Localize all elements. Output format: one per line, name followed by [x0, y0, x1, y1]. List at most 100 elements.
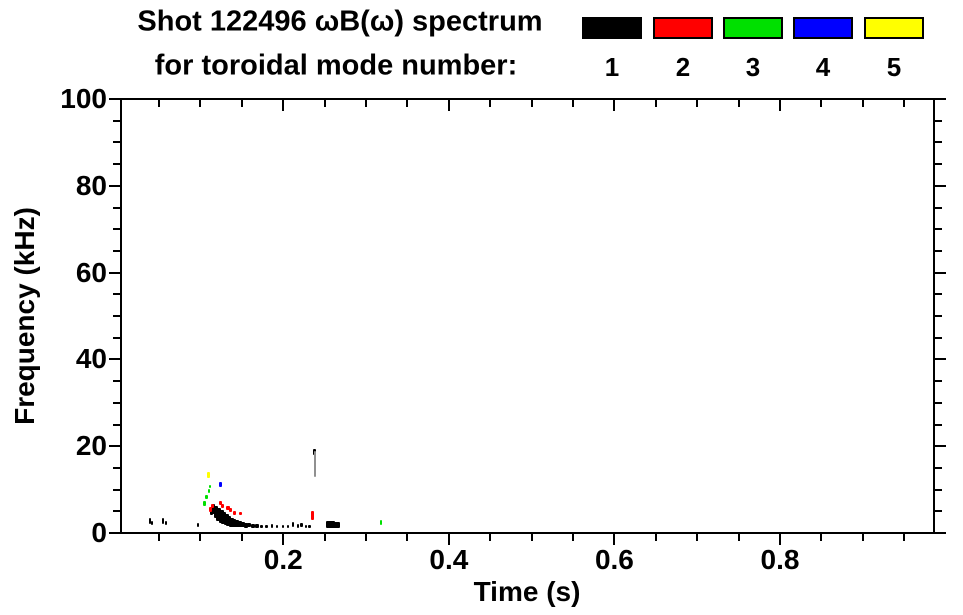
legend-mode-label: 2 — [675, 52, 691, 82]
y-axis-right-minor-tick — [935, 249, 942, 252]
plot-area — [120, 98, 935, 534]
y-axis-minor-tick — [113, 488, 120, 491]
y-axis-right-minor-tick — [935, 466, 942, 469]
x-axis-top-minor-tick — [406, 100, 409, 107]
y-tick-label: 100 — [60, 83, 107, 114]
y-axis-right-minor-tick — [935, 336, 942, 339]
y-axis-minor-tick — [113, 119, 120, 122]
data-mark — [203, 500, 207, 506]
data-mark — [221, 504, 225, 509]
data-mark — [310, 511, 314, 521]
x-axis-top-minor-tick — [530, 100, 533, 107]
x-axis-major-tick — [779, 534, 781, 545]
data-mark — [211, 504, 215, 509]
x-axis-top-major-tick — [613, 100, 616, 111]
x-axis-minor-tick — [654, 534, 657, 541]
y-axis-right-minor-tick — [935, 488, 942, 491]
y-axis-minor-tick — [113, 163, 120, 166]
x-axis-top-minor-tick — [365, 100, 368, 107]
x-axis-top-minor-tick — [489, 100, 492, 107]
x-axis-top-minor-tick — [737, 100, 740, 107]
legend-swatch — [582, 17, 642, 39]
data-mark — [148, 517, 151, 524]
x-tick-label: 0.8 — [760, 544, 800, 575]
data-mark — [196, 523, 199, 528]
x-axis-top-minor-tick — [158, 100, 161, 107]
x-axis-minor-tick — [406, 534, 409, 541]
y-axis-right-minor-tick — [935, 510, 942, 513]
legend-mode-label: 3 — [745, 52, 761, 82]
y-axis-minor-tick — [113, 336, 120, 339]
y-axis-major-tick — [109, 184, 120, 187]
x-axis-minor-tick — [696, 534, 699, 541]
data-mark — [162, 517, 165, 524]
data-mark — [240, 522, 246, 528]
x-axis-major-tick — [613, 534, 616, 545]
data-mark — [332, 522, 340, 529]
y-axis-right-major-tick — [935, 445, 946, 448]
data-mark — [207, 471, 211, 478]
x-axis-minor-tick — [820, 534, 823, 541]
data-mark — [313, 451, 316, 478]
y-axis-minor-tick — [113, 510, 120, 513]
y-axis-right-major-tick — [935, 532, 946, 534]
y-axis-right-minor-tick — [935, 163, 942, 166]
data-mark — [276, 525, 279, 529]
y-axis-right-major-tick — [935, 358, 946, 361]
x-axis-top-minor-tick — [903, 100, 906, 107]
data-mark — [207, 489, 210, 494]
data-mark — [164, 521, 167, 526]
x-axis-top-major-tick — [282, 100, 285, 111]
data-mark — [236, 521, 242, 528]
y-axis-minor-tick — [113, 380, 120, 383]
x-axis-top-minor-tick — [861, 100, 864, 107]
y-axis-minor-tick — [113, 401, 120, 404]
x-tick-label: 0.4 — [429, 544, 469, 575]
y-axis-major-tick — [109, 445, 120, 448]
y-axis-title: Frequency (kHz) — [9, 207, 40, 425]
data-mark — [379, 520, 382, 526]
data-mark — [238, 512, 242, 516]
x-axis-top-minor-tick — [696, 100, 699, 107]
data-mark — [228, 508, 232, 513]
y-axis-minor-tick — [113, 466, 120, 469]
x-axis-top-minor-tick — [820, 100, 823, 107]
data-mark — [204, 495, 208, 500]
data-mark — [225, 505, 230, 510]
y-axis-right-minor-tick — [935, 141, 942, 144]
data-mark — [254, 524, 259, 529]
y-tick-label: 80 — [75, 169, 107, 201]
x-axis-top-minor-tick — [199, 100, 202, 107]
y-axis-minor-tick — [113, 315, 120, 317]
data-mark — [304, 524, 307, 528]
y-axis-minor-tick — [113, 423, 120, 426]
data-mark — [265, 524, 269, 528]
y-axis-right-major-tick — [935, 98, 946, 100]
y-axis-right-minor-tick — [935, 401, 942, 404]
x-axis-minor-tick — [903, 534, 906, 541]
y-axis-right-minor-tick — [935, 119, 942, 122]
x-axis-minor-tick — [737, 534, 740, 541]
x-axis-minor-tick — [199, 534, 202, 541]
y-axis-right-major-tick — [935, 184, 946, 187]
y-axis-minor-tick — [113, 228, 120, 231]
x-axis-minor-tick — [861, 534, 864, 541]
data-mark — [212, 504, 216, 515]
data-mark — [209, 484, 212, 488]
y-axis-major-tick — [109, 98, 120, 100]
legend-swatch — [864, 17, 924, 39]
data-mark — [308, 525, 312, 529]
x-axis-top-major-tick — [779, 100, 781, 111]
y-axis-minor-tick — [113, 293, 120, 296]
data-mark — [232, 511, 236, 516]
x-tick-label: 0.2 — [263, 544, 303, 575]
x-axis-minor-tick — [489, 534, 492, 541]
x-axis-top-major-tick — [447, 100, 450, 111]
y-axis-right-minor-tick — [935, 293, 942, 296]
y-tick-label: 60 — [75, 256, 107, 288]
y-axis-right-minor-tick — [935, 423, 942, 426]
y-axis-minor-tick — [113, 206, 120, 209]
data-mark — [260, 524, 264, 528]
data-mark — [218, 481, 222, 487]
